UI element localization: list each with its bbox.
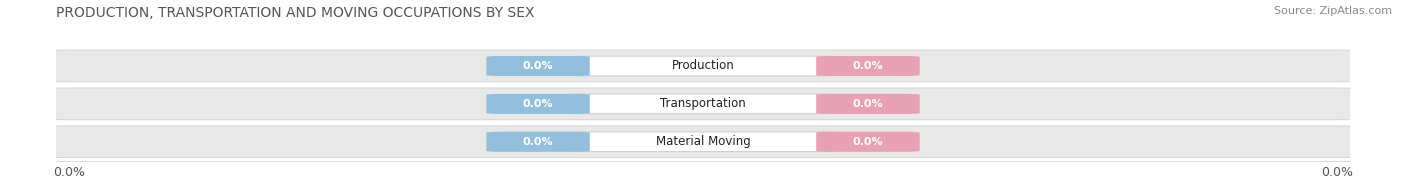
- FancyBboxPatch shape: [31, 126, 1375, 158]
- FancyBboxPatch shape: [571, 94, 835, 114]
- FancyBboxPatch shape: [571, 56, 835, 76]
- FancyBboxPatch shape: [31, 88, 1375, 120]
- FancyBboxPatch shape: [817, 132, 920, 152]
- Text: Transportation: Transportation: [661, 97, 745, 110]
- Text: 0.0%: 0.0%: [523, 61, 554, 71]
- Text: 0.0%: 0.0%: [852, 137, 883, 147]
- Text: 0.0%: 0.0%: [523, 137, 554, 147]
- FancyBboxPatch shape: [817, 94, 920, 114]
- FancyBboxPatch shape: [31, 50, 1375, 82]
- FancyBboxPatch shape: [817, 56, 920, 76]
- Text: Material Moving: Material Moving: [655, 135, 751, 148]
- Text: 0.0%: 0.0%: [852, 99, 883, 109]
- Text: Source: ZipAtlas.com: Source: ZipAtlas.com: [1274, 6, 1392, 16]
- Text: Production: Production: [672, 60, 734, 73]
- Text: 0.0%: 0.0%: [523, 99, 554, 109]
- Text: 0.0%: 0.0%: [852, 61, 883, 71]
- Text: PRODUCTION, TRANSPORTATION AND MOVING OCCUPATIONS BY SEX: PRODUCTION, TRANSPORTATION AND MOVING OC…: [56, 6, 534, 20]
- FancyBboxPatch shape: [486, 56, 591, 76]
- FancyBboxPatch shape: [571, 132, 835, 152]
- FancyBboxPatch shape: [486, 132, 591, 152]
- FancyBboxPatch shape: [486, 94, 591, 114]
